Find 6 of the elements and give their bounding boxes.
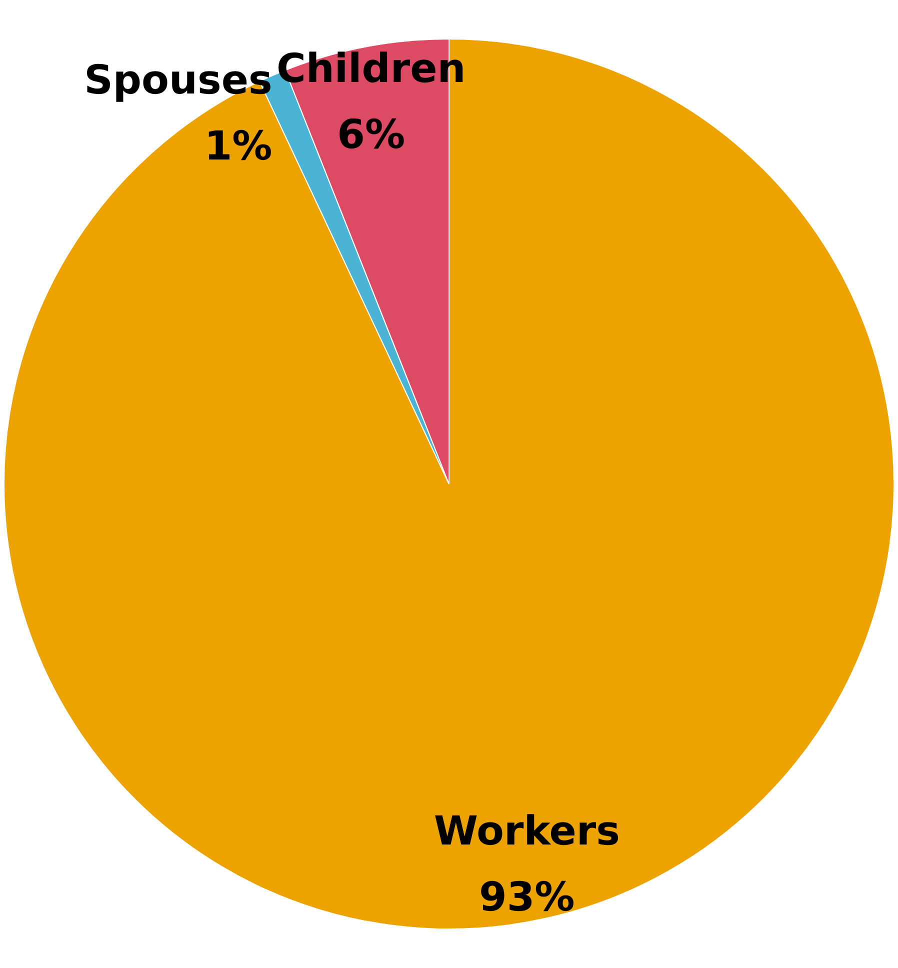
slice-label: Spouses — [84, 58, 272, 104]
pie-slice — [4, 38, 894, 930]
data-label: 93% — [479, 874, 575, 921]
data-label: 1% — [204, 124, 272, 170]
data-label: 6% — [337, 112, 406, 158]
slice-label: Workers — [434, 808, 620, 855]
